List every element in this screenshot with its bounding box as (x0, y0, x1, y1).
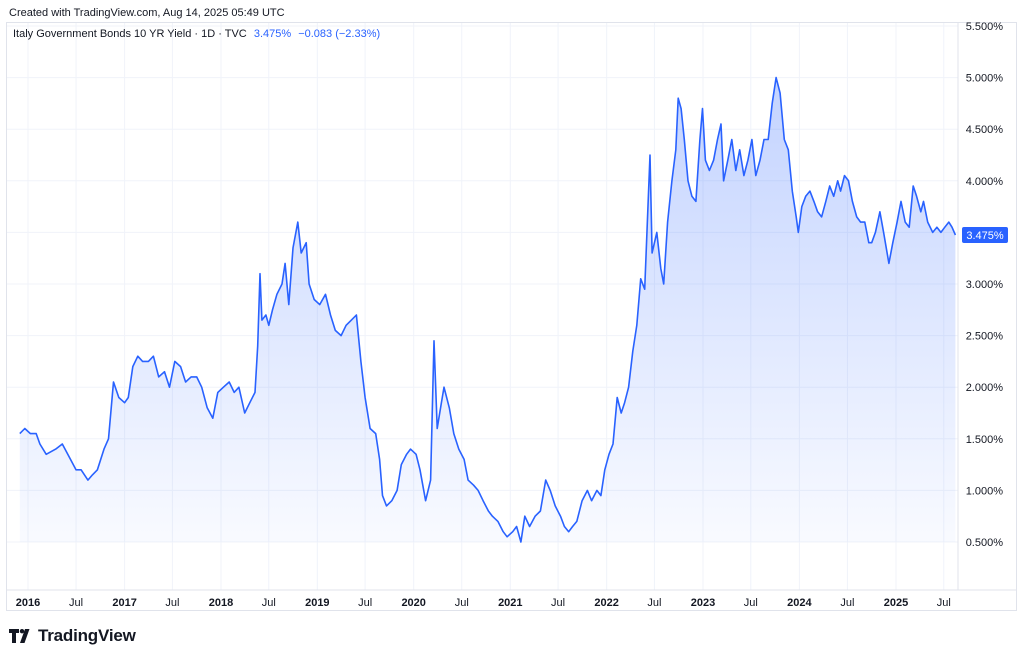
brand-name: TradingView (38, 626, 136, 645)
time-tick-label: Jul (165, 597, 179, 609)
time-tick-label: Jul (358, 597, 372, 609)
price-tick-label: 2.500% (966, 331, 1004, 343)
price-tick-label: 4.500% (966, 124, 1004, 136)
time-tick-label: 2021 (498, 597, 522, 609)
time-tick-label: Jul (262, 597, 276, 609)
price-tick-label: 3.000% (966, 279, 1004, 291)
series-area (19, 77, 956, 542)
time-tick-label: 2024 (787, 597, 812, 609)
time-tick-label: Jul (69, 597, 83, 609)
time-tick-label: Jul (744, 597, 758, 609)
time-tick-label: 2025 (884, 597, 908, 609)
time-axis: 2016 Jul 2017 Jul 2018 Jul 2019 Jul 2020 Jul 2021 J… (16, 597, 951, 609)
price-tick-label: 1.500% (966, 434, 1004, 446)
chart-pane[interactable] (6, 22, 1017, 611)
time-tick-label: 2019 (305, 597, 329, 609)
symbol-title: Italy Government Bonds 10 YR Yield · 1D … (13, 28, 247, 40)
time-tick-label: 2022 (594, 597, 618, 609)
time-tick-label: Jul (551, 597, 565, 609)
series-line (19, 76, 957, 543)
last-value-badge: 3.475% (962, 226, 1008, 243)
time-tick-label: 2016 (16, 597, 40, 609)
price-axis: 0.500%1.000%1.500%2.000%2.500%3.000%3.50… (966, 21, 1004, 549)
symbol-legend[interactable]: Italy Government Bonds 10 YR Yield · 1D … (13, 28, 380, 40)
price-change: −0.083 (−2.33%) (298, 28, 381, 40)
tradingview-logo-icon (9, 629, 33, 643)
time-tick-label: 2017 (112, 597, 136, 609)
price-tick-label: 1.000% (966, 485, 1004, 497)
time-tick-label: Jul (840, 597, 854, 609)
time-tick-label: Jul (647, 597, 661, 609)
price-tick-label: 2.000% (966, 382, 1004, 394)
time-tick-label: 2023 (691, 597, 715, 609)
time-tick-label: 2020 (401, 597, 425, 609)
price-tick-label: 0.500% (966, 537, 1004, 549)
time-tick-label: 2018 (209, 597, 233, 609)
price-tick-label: 5.000% (966, 73, 1004, 85)
last-price: 3.475% (253, 28, 292, 40)
tradingview-logo[interactable]: TradingView (9, 626, 136, 646)
last-value-label: 3.475% (966, 230, 1004, 242)
created-timestamp: Created with TradingView.com, Aug 14, 20… (9, 7, 285, 19)
time-tick-label: Jul (937, 597, 951, 609)
last-value-badge-bg (962, 226, 1008, 243)
price-tick-label: 5.500% (966, 21, 1004, 33)
time-tick-label: Jul (455, 597, 469, 609)
price-tick-label: 4.000% (966, 176, 1004, 188)
